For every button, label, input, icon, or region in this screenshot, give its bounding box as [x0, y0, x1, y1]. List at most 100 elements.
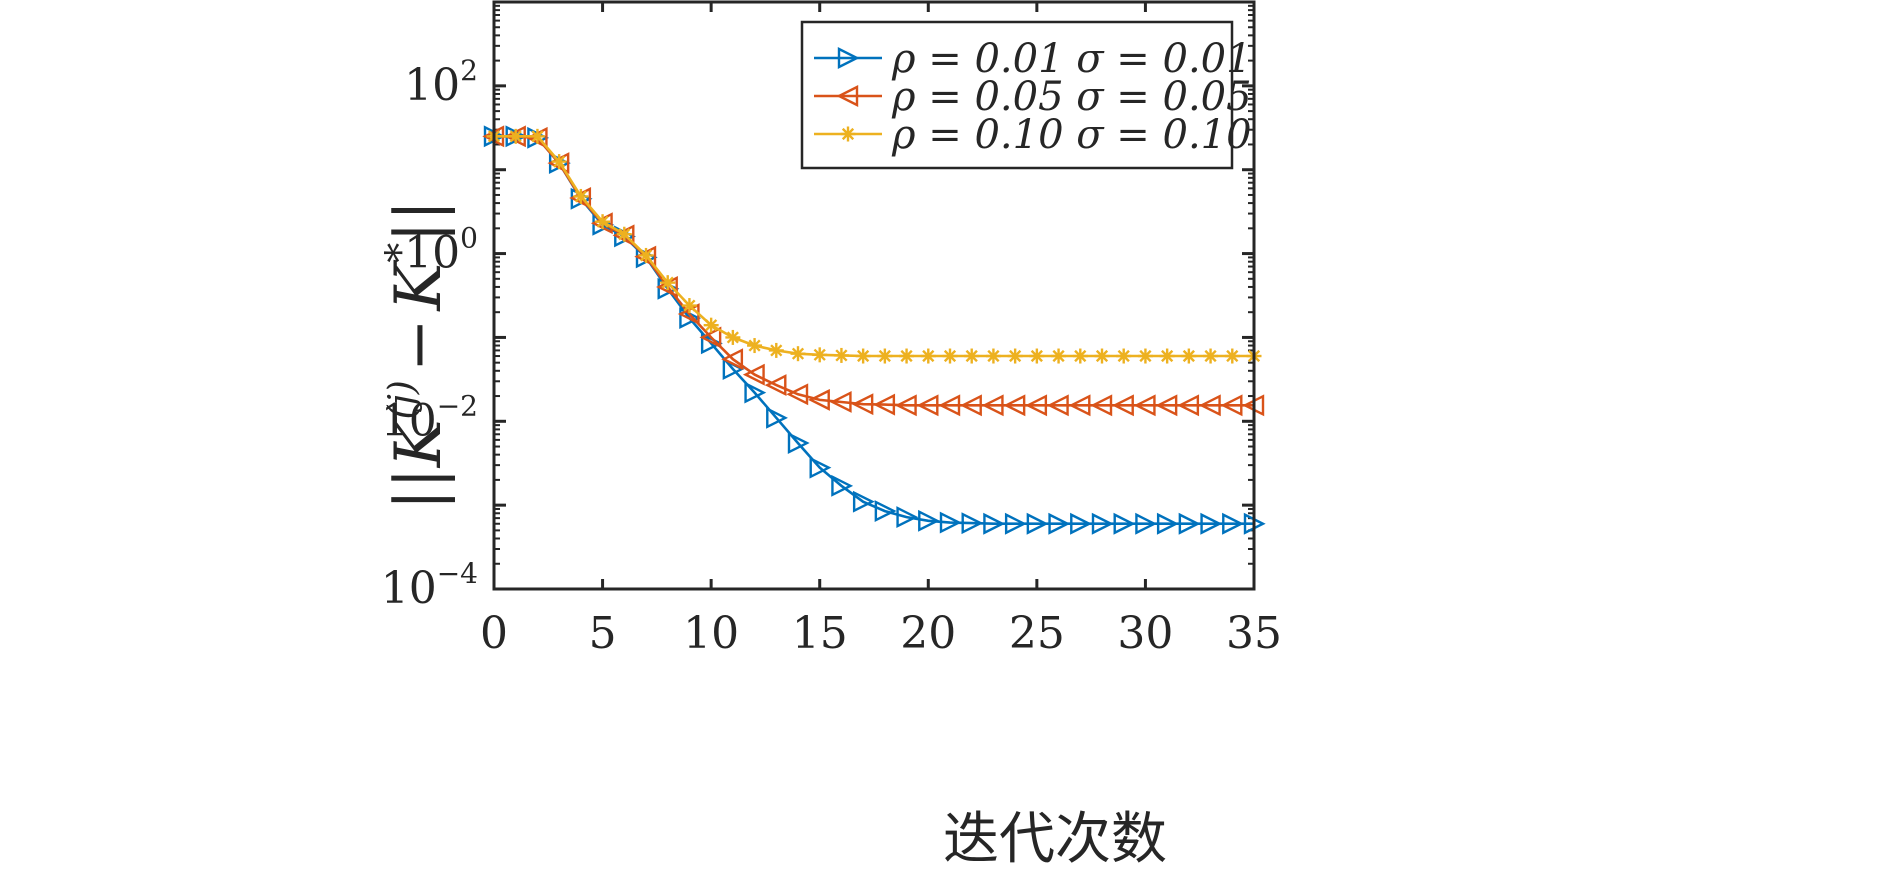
data-point: [660, 275, 676, 291]
x-axis: 0 5 10 15 20 25 30 35: [480, 2, 1282, 659]
data-point: [1046, 394, 1069, 417]
data-point: [874, 500, 897, 523]
data-point: [1224, 348, 1240, 364]
y-label-star: *: [378, 243, 424, 263]
legend-entry: ρ = 0.01 σ = 0.01: [814, 36, 1252, 82]
data-point: [983, 512, 1006, 535]
data-point: [964, 348, 980, 364]
legend-marker: [840, 126, 856, 142]
data-point: [725, 329, 741, 345]
data-point: [744, 381, 767, 404]
data-point: [873, 393, 896, 416]
data-point: [942, 348, 958, 364]
x-tick-label: 0: [480, 608, 508, 659]
x-tick-label: 10: [683, 608, 739, 659]
data-point: [790, 346, 806, 362]
data-point: [1072, 348, 1088, 364]
data-point: [896, 506, 919, 529]
data-point: [1051, 348, 1067, 364]
legend-marker: [836, 85, 859, 107]
data-point: [616, 226, 632, 242]
data-point: [1156, 512, 1179, 535]
data-point: [855, 348, 871, 364]
data-point: [764, 374, 787, 397]
axes-box: [492, 0, 1256, 591]
data-point: [916, 394, 939, 417]
data-point: [1203, 348, 1219, 364]
legend-entry: ρ = 0.10 σ = 0.10: [814, 112, 1252, 158]
data-point: [1178, 512, 1201, 535]
data-point: [1116, 348, 1132, 364]
data-point: [1094, 348, 1110, 364]
data-point: [766, 406, 788, 429]
data-point: [1220, 394, 1243, 417]
data-point: [1137, 348, 1153, 364]
data-point: [595, 214, 611, 230]
data-point: [529, 128, 545, 144]
data-point: [1113, 512, 1136, 535]
data-point: [768, 342, 784, 358]
x-tick-label: 30: [1117, 608, 1173, 659]
data-point: [573, 188, 589, 204]
data-point: [981, 394, 1004, 417]
data-point: [721, 348, 744, 371]
y-label-j: (j): [382, 380, 423, 419]
data-point: [1155, 394, 1178, 417]
data-point: [920, 348, 936, 364]
data-point: [1198, 394, 1221, 417]
series-3: [486, 128, 1262, 364]
y-tick-label: 10−4: [381, 557, 478, 614]
data-point: [1090, 394, 1113, 417]
y-label-bars-left: ||: [382, 467, 456, 510]
data-point: [1177, 394, 1200, 417]
data-point: [1007, 348, 1023, 364]
y-axis-label: ||K(j)−K*||: [378, 200, 456, 511]
data-point: [894, 394, 917, 417]
x-tick-label: 5: [589, 608, 617, 659]
y-label-minus: −: [382, 319, 456, 373]
data-point: [960, 394, 982, 417]
x-tick-label: 15: [792, 608, 848, 659]
svg-text:||K(j)−K*||: ||K(j)−K*||: [378, 200, 456, 511]
data-point: [829, 391, 852, 413]
data-point: [1025, 394, 1048, 417]
x-tick-label: 25: [1009, 608, 1065, 659]
data-point: [985, 348, 1001, 364]
data-point: [681, 298, 697, 314]
data-point: [1112, 394, 1134, 417]
data-point: [786, 383, 809, 406]
data-point: [1026, 512, 1049, 535]
y-label-kstar: K: [382, 260, 456, 312]
data-point: [1200, 512, 1223, 535]
x-axis-label: 迭代次数: [943, 807, 1167, 870]
data-point: [899, 348, 915, 364]
data-point: [831, 474, 854, 497]
y-label-bars-right: ||: [382, 200, 456, 243]
y-label-k: K: [382, 416, 456, 468]
data-point: [812, 347, 828, 363]
data-point: [1181, 348, 1197, 364]
data-point: [918, 509, 940, 532]
data-point: [808, 388, 830, 411]
data-point: [742, 363, 765, 386]
data-point: [877, 348, 893, 364]
data-point: [703, 317, 719, 333]
data-point: [699, 326, 722, 349]
data-point: [551, 154, 567, 170]
legend-marker: [837, 47, 860, 69]
data-point: [1091, 512, 1114, 535]
data-point: [939, 511, 962, 534]
data-point: [938, 394, 961, 417]
data-point: [1133, 394, 1156, 417]
data-point: [961, 512, 984, 535]
data-point: [809, 456, 832, 479]
data-point: [852, 490, 875, 513]
data-point: [1222, 512, 1244, 535]
series-layer: [482, 125, 1266, 535]
data-point: [747, 338, 763, 354]
x-tick-label: 20: [900, 608, 956, 659]
data-point: [638, 247, 654, 263]
legend-label: ρ = 0.01 σ = 0.01: [891, 36, 1252, 82]
y-tick-label: 10−2: [381, 389, 478, 446]
data-point: [833, 347, 849, 363]
